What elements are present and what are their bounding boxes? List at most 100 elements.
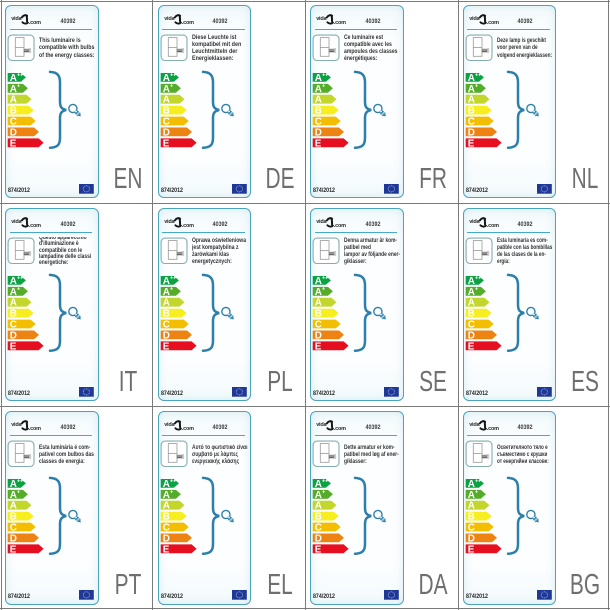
svg-text:E: E xyxy=(468,341,475,352)
svg-text:.com: .com xyxy=(487,426,499,432)
svg-text:A: A xyxy=(468,298,475,309)
svg-text:A++: A++ xyxy=(163,72,176,83)
svg-text:A: A xyxy=(10,94,17,105)
svg-text:A: A xyxy=(10,501,17,512)
svg-text:A+: A+ xyxy=(163,490,173,501)
svg-text:B: B xyxy=(163,309,170,320)
svg-text:vida: vida xyxy=(12,16,23,22)
svg-text:B: B xyxy=(315,512,322,523)
svg-text:A++: A++ xyxy=(468,276,481,287)
svg-text:B: B xyxy=(468,309,475,320)
svg-text:vida: vida xyxy=(469,219,480,225)
svg-text:B: B xyxy=(468,512,475,523)
svg-text:D: D xyxy=(315,330,322,341)
svg-text:.com: .com xyxy=(487,20,499,26)
svg-text:E: E xyxy=(315,138,322,149)
svg-text:D: D xyxy=(468,127,475,138)
svg-text:A: A xyxy=(163,501,170,512)
svg-text:E: E xyxy=(468,138,475,149)
svg-text:B: B xyxy=(163,512,170,523)
svg-text:A++: A++ xyxy=(468,72,481,83)
svg-text:D: D xyxy=(315,127,322,138)
svg-text:vida: vida xyxy=(469,422,480,428)
svg-text:C: C xyxy=(315,320,322,331)
svg-text:D: D xyxy=(163,534,170,545)
svg-text:A++: A++ xyxy=(315,276,328,287)
svg-text:C: C xyxy=(315,523,322,534)
svg-text:vida: vida xyxy=(12,219,23,225)
svg-text:C: C xyxy=(468,320,475,331)
svg-text:A+: A+ xyxy=(468,286,478,297)
svg-text:A+: A+ xyxy=(10,286,20,297)
svg-text:C: C xyxy=(10,320,17,331)
svg-text:E: E xyxy=(163,545,170,556)
svg-text:A+: A+ xyxy=(10,490,20,501)
svg-text:vida: vida xyxy=(317,422,328,428)
svg-text:vida: vida xyxy=(317,219,328,225)
svg-text:A++: A++ xyxy=(315,479,328,490)
svg-text:A++: A++ xyxy=(10,72,23,83)
svg-text:vida: vida xyxy=(317,16,328,22)
svg-text:.com: .com xyxy=(29,20,41,26)
svg-text:B: B xyxy=(10,512,17,523)
svg-text:.com: .com xyxy=(487,223,499,229)
svg-text:vida: vida xyxy=(164,16,175,22)
svg-text:A+: A+ xyxy=(468,83,478,94)
svg-text:E: E xyxy=(163,341,170,352)
svg-text:E: E xyxy=(315,545,322,556)
svg-text:E: E xyxy=(10,138,17,149)
svg-text:E: E xyxy=(315,341,322,352)
svg-text:vida: vida xyxy=(164,219,175,225)
svg-text:B: B xyxy=(163,105,170,116)
svg-text:A: A xyxy=(163,298,170,309)
svg-text:C: C xyxy=(163,523,170,534)
svg-text:A: A xyxy=(315,298,322,309)
svg-text:.com: .com xyxy=(182,426,194,432)
svg-text:E: E xyxy=(10,341,17,352)
svg-text:D: D xyxy=(10,127,17,138)
svg-text:A: A xyxy=(468,501,475,512)
svg-text:B: B xyxy=(315,309,322,320)
svg-text:A+: A+ xyxy=(163,83,173,94)
svg-text:D: D xyxy=(468,534,475,545)
svg-text:C: C xyxy=(10,523,17,534)
svg-text:.com: .com xyxy=(334,20,346,26)
svg-text:.com: .com xyxy=(29,223,41,229)
svg-text:E: E xyxy=(10,545,17,556)
svg-text:vida: vida xyxy=(469,16,480,22)
svg-text:C: C xyxy=(163,320,170,331)
svg-text:A+: A+ xyxy=(10,83,20,94)
svg-text:A+: A+ xyxy=(315,490,325,501)
svg-text:A: A xyxy=(468,94,475,105)
svg-text:B: B xyxy=(315,105,322,116)
svg-text:C: C xyxy=(10,116,17,127)
svg-text:A++: A++ xyxy=(468,479,481,490)
svg-text:vida: vida xyxy=(12,422,23,428)
svg-text:A: A xyxy=(163,94,170,105)
svg-text:B: B xyxy=(468,105,475,116)
svg-text:.com: .com xyxy=(182,20,194,26)
svg-text:D: D xyxy=(10,330,17,341)
svg-text:C: C xyxy=(315,116,322,127)
svg-text:C: C xyxy=(468,523,475,534)
svg-text:A++: A++ xyxy=(10,479,23,490)
svg-text:E: E xyxy=(163,138,170,149)
svg-text:A++: A++ xyxy=(163,479,176,490)
svg-text:B: B xyxy=(10,105,17,116)
svg-text:C: C xyxy=(468,116,475,127)
svg-text:A++: A++ xyxy=(10,276,23,287)
svg-text:C: C xyxy=(163,116,170,127)
svg-text:A+: A+ xyxy=(163,286,173,297)
svg-text:D: D xyxy=(163,330,170,341)
svg-text:A: A xyxy=(315,501,322,512)
svg-text:D: D xyxy=(315,534,322,545)
svg-text:.com: .com xyxy=(334,223,346,229)
svg-text:A++: A++ xyxy=(315,72,328,83)
svg-text:A+: A+ xyxy=(315,83,325,94)
svg-text:D: D xyxy=(10,534,17,545)
svg-text:.com: .com xyxy=(334,426,346,432)
svg-text:E: E xyxy=(468,545,475,556)
svg-text:A: A xyxy=(315,94,322,105)
svg-text:A+: A+ xyxy=(315,286,325,297)
svg-text:vida: vida xyxy=(164,422,175,428)
